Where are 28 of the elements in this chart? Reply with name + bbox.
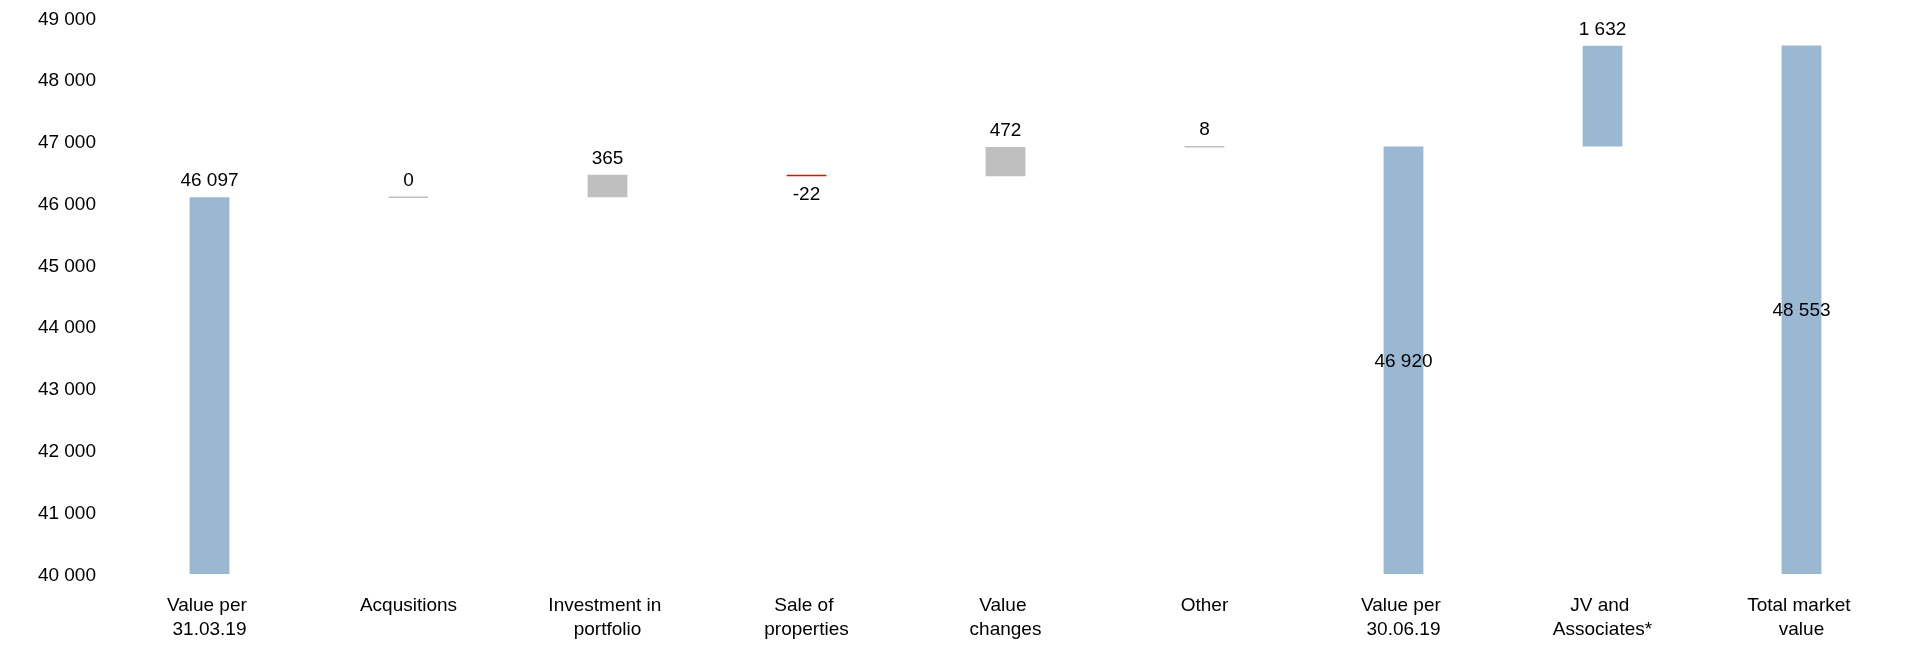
x-tick-label: JV and Associates* — [1552, 593, 1653, 639]
y-tick-label: 46 000 — [37, 192, 96, 214]
y-tick-label: 43 000 — [37, 378, 96, 400]
data-label: -22 — [792, 183, 821, 205]
data-label: 365 — [591, 146, 624, 168]
data-label: 46 920 — [1374, 349, 1433, 371]
y-tick-label: 41 000 — [37, 501, 96, 523]
y-tick-label: 40 000 — [37, 563, 96, 585]
x-tick-label: Acqusitions — [359, 593, 458, 615]
y-tick-label: 47 000 — [37, 131, 96, 153]
y-tick-label: 42 000 — [37, 439, 96, 461]
data-label: 48 553 — [1772, 299, 1831, 321]
data-label: 472 — [989, 118, 1022, 140]
x-tick-label: Total market value — [1747, 593, 1856, 639]
y-tick-label: 44 000 — [37, 316, 96, 338]
x-tick-label: Value changes — [969, 593, 1042, 639]
y-tick-label: 49 000 — [37, 7, 96, 29]
y-tick-label: 45 000 — [37, 254, 96, 276]
x-tick-label: Value per 31.03.19 — [166, 593, 253, 639]
x-tick-label: Value per 30.06.19 — [1360, 593, 1447, 639]
y-tick-label: 48 000 — [37, 69, 96, 91]
data-label: 1 632 — [1578, 17, 1627, 39]
data-label: 0 — [403, 168, 414, 190]
data-label: 8 — [1199, 117, 1210, 139]
x-tick-label: Sale of properties — [764, 593, 849, 639]
x-tick-label: Other — [1180, 593, 1229, 615]
x-tick-label: Investment in portfolio — [548, 593, 667, 639]
data-label: 46 097 — [180, 169, 239, 191]
